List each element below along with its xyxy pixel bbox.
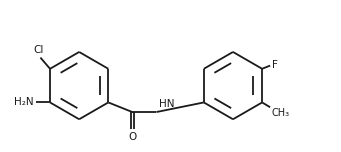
Text: H₂N: H₂N	[14, 97, 34, 107]
Text: F: F	[272, 60, 278, 70]
Text: HN: HN	[159, 99, 174, 109]
Text: CH₃: CH₃	[272, 108, 290, 118]
Text: O: O	[128, 132, 136, 142]
Text: Cl: Cl	[34, 45, 44, 55]
